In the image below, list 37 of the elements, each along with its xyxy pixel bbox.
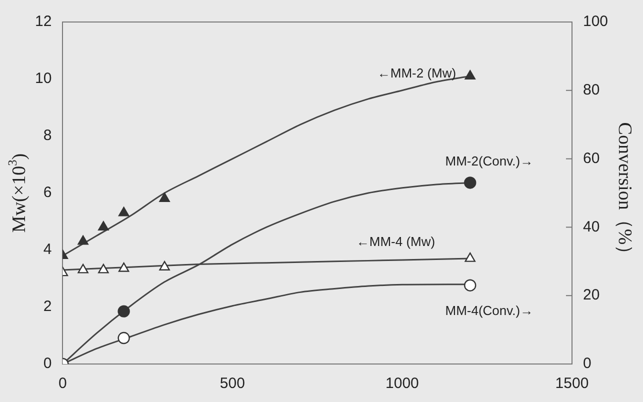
y-axis-title: Mw(×103) (6, 153, 30, 233)
y2-tick-label: 40 (582, 218, 600, 236)
y-tick-label: 0 (43, 355, 52, 372)
point (118, 305, 130, 318)
y2-axis-title: Conversion（%） (614, 122, 636, 264)
y-tick-label: 10 (34, 70, 52, 88)
series-label: MM-2(Conv.)→ (445, 153, 534, 168)
y2-tick-label: 100 (582, 13, 608, 30)
point (159, 261, 170, 270)
y2-tick-label: 20 (582, 286, 600, 304)
x-tick-label: 500 (220, 375, 245, 392)
point (159, 192, 170, 202)
point (98, 221, 109, 231)
text: ←MM-4 (Mw) (356, 234, 436, 250)
point (464, 279, 476, 292)
series-label: MM-4(Conv.)→ (445, 302, 534, 318)
y-tick-label: 6 (43, 184, 52, 202)
series-label: ←MM-2 (Mw) (377, 66, 456, 81)
x-tick-label: 1500 (555, 375, 589, 392)
y-tick-label: 12 (34, 13, 52, 30)
y-tick-label: 8 (43, 127, 52, 144)
x-tick-label: 1000 (386, 375, 419, 392)
point (464, 252, 476, 262)
point (464, 176, 476, 189)
y2-tick-label: 60 (582, 150, 600, 167)
y2-tick-label: 80 (582, 82, 600, 99)
point (98, 264, 109, 274)
x-tick-label: 0 (58, 375, 67, 392)
point (118, 206, 130, 216)
point (118, 332, 130, 344)
y-tick-label: 4 (43, 241, 52, 258)
point (78, 235, 88, 245)
point (118, 262, 130, 272)
y2-tick-label: 0 (582, 355, 592, 372)
point (464, 70, 476, 80)
point (78, 264, 88, 274)
y-tick-label: 2 (43, 298, 52, 316)
